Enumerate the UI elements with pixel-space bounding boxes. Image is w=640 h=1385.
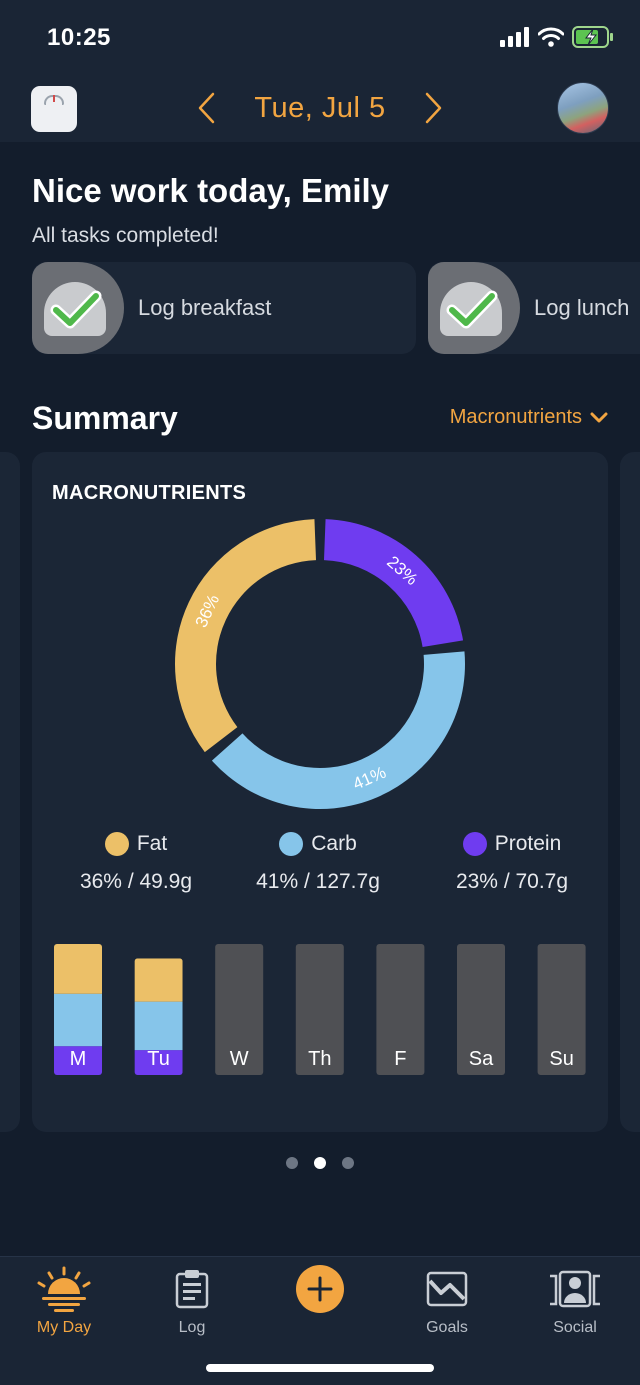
legend-value: 23% / 70.7g bbox=[455, 870, 569, 893]
page-dot[interactable] bbox=[342, 1157, 354, 1169]
tab-social[interactable]: Social bbox=[525, 1265, 625, 1337]
day-label: Sa bbox=[469, 1048, 494, 1070]
status-time: 10:25 bbox=[47, 24, 111, 51]
check-mark-icon bbox=[446, 290, 498, 329]
day-label: Tu bbox=[147, 1048, 170, 1070]
sunrise-icon bbox=[37, 1266, 91, 1312]
bar-empty bbox=[457, 944, 505, 1075]
donut-slice-fat bbox=[175, 519, 317, 753]
previous-day-button[interactable] bbox=[192, 88, 220, 128]
legend-label: Fat bbox=[136, 832, 168, 855]
avatar[interactable] bbox=[557, 82, 609, 134]
summary-title: Summary bbox=[32, 400, 178, 436]
bar-segment-protein bbox=[54, 1046, 102, 1075]
bar-segment-protein bbox=[134, 1050, 183, 1075]
bar-segment-carb bbox=[134, 1001, 183, 1051]
protein-dot bbox=[462, 832, 487, 856]
status-icons bbox=[500, 26, 614, 48]
checkmark-icon bbox=[428, 262, 520, 354]
bar-segment-fat bbox=[134, 958, 183, 1002]
check-mark-icon bbox=[50, 290, 102, 329]
tab-goals[interactable]: Goals bbox=[397, 1265, 497, 1337]
dropdown-label: Macronutrients bbox=[449, 406, 582, 428]
status-bar: 10:25 bbox=[0, 0, 640, 76]
plus-icon bbox=[307, 1276, 333, 1302]
day-bar-w[interactable]: W bbox=[215, 944, 264, 1075]
legend-item-carb: Carb 41% / 127.7g bbox=[230, 832, 406, 894]
current-date[interactable]: Tue, Jul 5 bbox=[254, 91, 386, 124]
legend-item-fat: Fat 36% / 49.9g bbox=[32, 832, 240, 894]
wifi-icon bbox=[538, 27, 564, 47]
checkmark-icon bbox=[32, 262, 124, 354]
fat-dot bbox=[104, 832, 129, 856]
add-button[interactable] bbox=[296, 1265, 344, 1313]
chart-title: MACRONUTRIENTS bbox=[52, 482, 247, 504]
bar-segment-carb bbox=[54, 993, 102, 1047]
chevron-down-icon bbox=[590, 412, 608, 422]
task-card-lunch[interactable]: Log lunch bbox=[428, 262, 640, 354]
bar-empty bbox=[215, 944, 264, 1075]
bar-segment-fat bbox=[54, 944, 102, 994]
page-indicator bbox=[0, 1157, 640, 1169]
day-label: Su bbox=[549, 1048, 573, 1070]
bar-empty bbox=[295, 944, 344, 1075]
next-card-peek[interactable] bbox=[620, 452, 640, 1132]
carb-dot bbox=[279, 832, 304, 856]
day-label: M bbox=[70, 1048, 87, 1070]
day-bar-m[interactable]: M bbox=[54, 944, 102, 1075]
donut-slice-protein bbox=[323, 519, 464, 648]
day-bar-su[interactable]: Su bbox=[537, 944, 586, 1075]
day-bar-f[interactable]: F bbox=[376, 944, 425, 1075]
app-header: Tue, Jul 5 bbox=[0, 76, 640, 142]
chevron-left-icon bbox=[199, 92, 215, 124]
clipboard-icon bbox=[175, 1270, 209, 1309]
greeting-subtitle: All tasks completed! bbox=[32, 224, 219, 247]
task-card-breakfast[interactable]: Log breakfast bbox=[32, 262, 416, 354]
day-bar-th[interactable]: Th bbox=[295, 944, 344, 1075]
tab-log[interactable]: Log bbox=[142, 1265, 242, 1337]
page-dot-active[interactable] bbox=[314, 1157, 326, 1169]
battery-charging-icon bbox=[572, 26, 613, 48]
day-label: W bbox=[230, 1048, 249, 1070]
tab-my-day[interactable]: My Day bbox=[14, 1265, 114, 1337]
bar-empty bbox=[376, 944, 425, 1075]
legend-label: Protein bbox=[494, 832, 562, 855]
next-day-button[interactable] bbox=[420, 88, 448, 128]
legend-value: 41% / 127.7g bbox=[256, 870, 380, 893]
people-icon bbox=[550, 1270, 600, 1308]
date-navigator: Tue, Jul 5 bbox=[0, 88, 640, 128]
previous-card-peek[interactable] bbox=[0, 452, 20, 1132]
macro-donut-chart: 23%41%36% bbox=[175, 519, 466, 809]
tab-label: Log bbox=[178, 1319, 206, 1336]
day-label: F bbox=[394, 1048, 406, 1070]
legend-item-protein: Protein 23% / 70.7g bbox=[416, 832, 608, 894]
tab-label: Goals bbox=[426, 1319, 468, 1336]
scale-icon[interactable] bbox=[31, 86, 77, 132]
bar-empty bbox=[537, 944, 586, 1075]
page-dot[interactable] bbox=[286, 1157, 298, 1169]
goals-chart-icon bbox=[426, 1271, 468, 1307]
chevron-right-icon bbox=[425, 92, 441, 124]
legend-label: Carb bbox=[311, 832, 357, 855]
tab-label: Social bbox=[553, 1319, 597, 1336]
scale-needle bbox=[53, 95, 55, 102]
tab-bar: My Day Log Goals bbox=[0, 1256, 640, 1385]
day-label: Th bbox=[308, 1048, 331, 1070]
macronutrients-dropdown[interactable]: Macronutrients bbox=[450, 406, 608, 429]
task-label: Log breakfast bbox=[138, 295, 272, 320]
day-bar-sa[interactable]: Sa bbox=[457, 944, 505, 1075]
cellular-signal-icon bbox=[500, 27, 529, 47]
tab-label: My Day bbox=[36, 1319, 92, 1336]
task-label: Log lunch bbox=[534, 295, 630, 320]
day-bar-tu[interactable]: Tu bbox=[134, 958, 183, 1075]
greeting-title: Nice work today, Emily bbox=[32, 172, 390, 209]
macronutrients-card: MACRONUTRIENTS 23% 41% 36% Fat 36% / 49.9g… bbox=[32, 452, 608, 1132]
donut-slice-carb bbox=[211, 651, 466, 809]
legend-value: 36% / 49.9g bbox=[79, 870, 193, 893]
home-indicator bbox=[206, 1364, 434, 1372]
